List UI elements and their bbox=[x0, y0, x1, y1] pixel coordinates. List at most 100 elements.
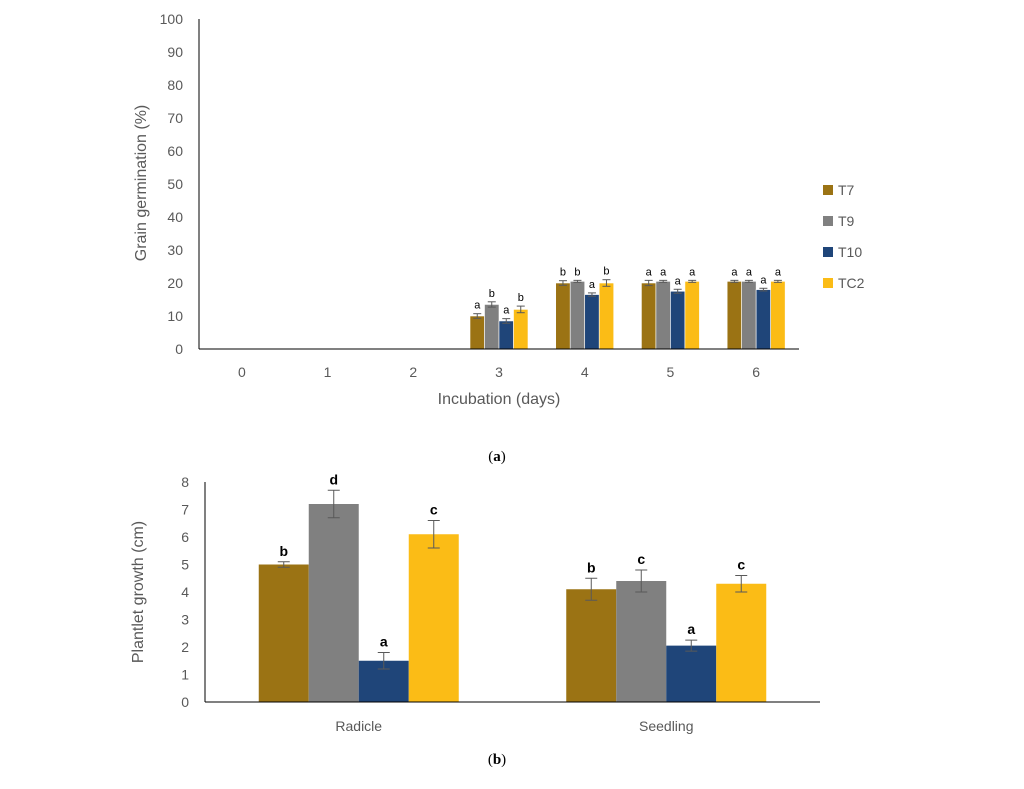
b-significance-letter: b bbox=[587, 559, 596, 575]
b-significance-letter: b bbox=[279, 543, 288, 559]
a-bar-t9 bbox=[741, 281, 757, 350]
a-y-tick-label: 30 bbox=[167, 242, 183, 258]
a-x-tick-label: 1 bbox=[324, 364, 332, 380]
b-significance-letter: c bbox=[737, 557, 745, 573]
a-bar-t7 bbox=[641, 282, 657, 350]
a-bar-t9 bbox=[484, 304, 500, 350]
a-y-tick-label: 70 bbox=[167, 110, 183, 126]
legend-swatch-t9 bbox=[823, 216, 833, 226]
b-bar-t9 bbox=[308, 504, 359, 702]
a-bar-tc2 bbox=[684, 281, 700, 350]
a-y-tick-label: 10 bbox=[167, 308, 183, 324]
b-bar-t7 bbox=[566, 589, 617, 702]
a-significance-letter: b bbox=[574, 266, 580, 278]
a-bar-t10 bbox=[755, 289, 771, 350]
b-bar-tc2 bbox=[716, 583, 767, 702]
panel-a-letter: a bbox=[493, 449, 501, 465]
b-bar-tc2 bbox=[408, 534, 459, 702]
a-bar-t10 bbox=[584, 294, 600, 350]
b-significance-letter: c bbox=[430, 502, 438, 518]
b-y-tick-label: 5 bbox=[181, 557, 189, 573]
a-bar-t9 bbox=[655, 281, 671, 350]
a-significance-letter: b bbox=[560, 267, 566, 279]
legend-label-t7: T7 bbox=[838, 182, 855, 198]
a-bar-tc2 bbox=[513, 309, 529, 350]
a-y-tick-label: 0 bbox=[175, 341, 183, 357]
a-x-tick-label: 2 bbox=[409, 364, 417, 380]
a-significance-letter: b bbox=[603, 266, 609, 278]
b-significance-letter: c bbox=[637, 551, 645, 567]
a-bar-t10 bbox=[498, 320, 514, 350]
b-significance-letter: d bbox=[329, 471, 338, 487]
a-x-tick-label: 6 bbox=[752, 364, 760, 380]
b-y-tick-label: 2 bbox=[181, 639, 189, 655]
a-bar-tc2 bbox=[770, 281, 786, 350]
a-x-tick-label: 0 bbox=[238, 364, 246, 380]
b-y-tick-label: 0 bbox=[181, 694, 189, 710]
legend-swatch-t7 bbox=[823, 185, 833, 195]
a-y-tick-label: 40 bbox=[167, 209, 183, 225]
plantlet-growth-chart: 0 1 2 3 4 5 6 7 8 b d a c b c a c Radicle Seedling Plant… bbox=[130, 471, 820, 734]
a-significance-letter: a bbox=[589, 279, 596, 291]
b-y-tick-label: 8 bbox=[181, 474, 189, 490]
a-y-tick-label: 100 bbox=[160, 11, 184, 27]
a-significance-letter: a bbox=[675, 275, 682, 287]
a-significance-letter: a bbox=[503, 305, 510, 317]
a-bar-t7 bbox=[469, 315, 485, 350]
a-x-tick-label: 4 bbox=[581, 364, 589, 380]
b-bar-t10 bbox=[666, 645, 717, 702]
a-x-tick-label: 5 bbox=[667, 364, 675, 380]
a-y-tick-label: 20 bbox=[167, 275, 183, 291]
b-y-tick-label: 1 bbox=[181, 667, 189, 683]
a-y-axis-label: Grain germination (%) bbox=[133, 105, 150, 262]
a-y-tick-label: 60 bbox=[167, 143, 183, 159]
a-bar-t10 bbox=[670, 290, 686, 350]
b-bar-t9 bbox=[616, 581, 667, 702]
a-significance-letter: a bbox=[775, 266, 782, 278]
legend-label-t9: T9 bbox=[838, 213, 855, 229]
a-significance-letter: b bbox=[489, 288, 495, 300]
b-x-tick-label: Seedling bbox=[639, 718, 694, 734]
b-bar-t7 bbox=[258, 564, 309, 702]
a-y-axis: 0 10 20 30 40 50 60 70 80 90 100 bbox=[160, 11, 200, 357]
panel-b-letter: b bbox=[493, 752, 501, 768]
a-bar-t9 bbox=[569, 281, 586, 350]
a-y-tick-label: 90 bbox=[167, 44, 183, 60]
a-significance-letter: a bbox=[646, 266, 653, 278]
a-x-axis: 0 1 2 3 4 5 6 bbox=[199, 348, 799, 380]
a-significance-letter: a bbox=[760, 274, 767, 286]
b-significance-letter: a bbox=[687, 621, 695, 637]
a-bar-t7 bbox=[555, 282, 571, 350]
a-y-tick-label: 50 bbox=[167, 176, 183, 192]
b-x-tick-label: Radicle bbox=[335, 718, 382, 734]
a-significance-letter: a bbox=[474, 300, 481, 312]
panel-b-caption: (b) bbox=[488, 752, 506, 768]
a-y-tick-label: 80 bbox=[167, 77, 183, 93]
a-x-axis-label: Incubation (days) bbox=[438, 391, 561, 408]
b-bars: b d a c b c a c bbox=[258, 471, 767, 702]
panel-a-caption: (a) bbox=[488, 449, 506, 465]
a-significance-letter: a bbox=[689, 266, 696, 278]
a-significance-letter: a bbox=[660, 266, 667, 278]
b-significance-letter: a bbox=[380, 634, 388, 650]
b-x-axis: Radicle Seedling bbox=[205, 701, 820, 734]
a-significance-letter: a bbox=[731, 266, 738, 278]
a-bar-tc2 bbox=[598, 282, 615, 350]
b-y-axis-label: Plantlet growth (cm) bbox=[130, 521, 147, 663]
b-y-axis: 0 1 2 3 4 5 6 7 8 bbox=[181, 474, 206, 710]
a-x-tick-label: 3 bbox=[495, 364, 503, 380]
legend-label-tc2: TC2 bbox=[838, 275, 865, 291]
b-y-tick-label: 4 bbox=[181, 584, 189, 600]
legend-swatch-t10 bbox=[823, 247, 833, 257]
legend-label-t10: T10 bbox=[838, 244, 862, 260]
legend: T7 T9 T10 TC2 bbox=[823, 182, 865, 291]
b-y-tick-label: 3 bbox=[181, 612, 189, 628]
b-y-tick-label: 7 bbox=[181, 502, 189, 518]
a-bar-t7 bbox=[726, 281, 742, 350]
a-significance-letter: b bbox=[518, 292, 524, 304]
legend-swatch-tc2 bbox=[823, 278, 833, 288]
b-y-tick-label: 6 bbox=[181, 529, 189, 545]
